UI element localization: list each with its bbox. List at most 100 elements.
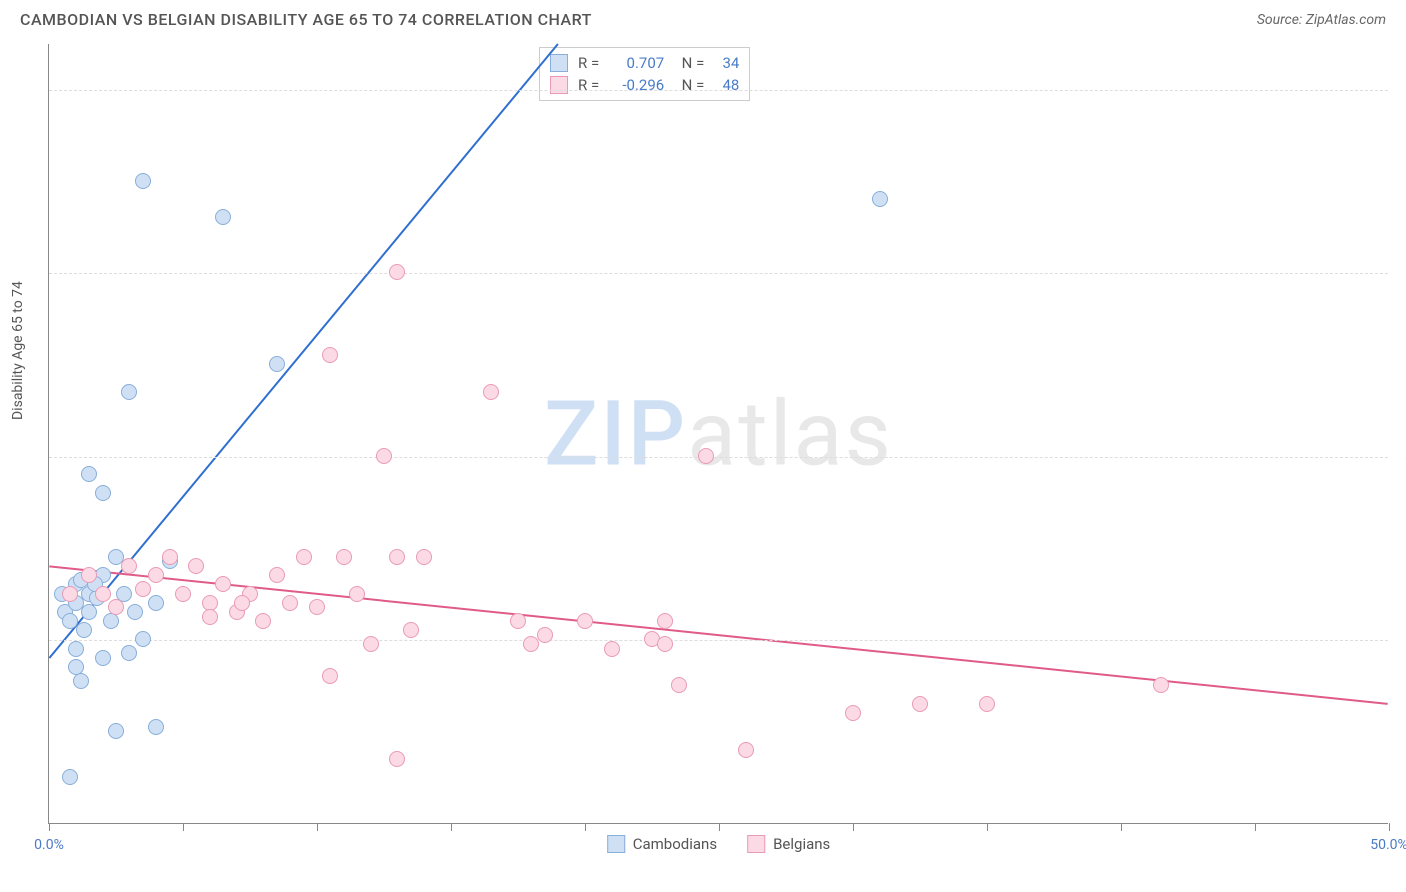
- data-point: [121, 558, 137, 574]
- data-point: [62, 586, 78, 602]
- data-point: [1153, 677, 1169, 693]
- stat-swatch: [550, 54, 568, 72]
- x-tick-label: 0.0%: [34, 837, 64, 853]
- data-point: [738, 742, 754, 758]
- x-tick: [49, 823, 50, 831]
- data-point: [234, 595, 250, 611]
- data-point: [68, 641, 84, 657]
- x-tick: [987, 823, 988, 831]
- legend-swatch: [607, 835, 625, 853]
- data-point: [148, 595, 164, 611]
- stat-r-label: R =: [578, 54, 599, 72]
- data-point: [95, 485, 111, 501]
- stat-row: R = 0.707 N = 34: [550, 52, 739, 74]
- data-point: [95, 586, 111, 602]
- y-tick-label: 80.0%: [1393, 82, 1406, 98]
- stat-n-label: N =: [674, 54, 704, 72]
- data-point: [322, 347, 338, 363]
- data-point: [127, 604, 143, 620]
- stat-n-label: N =: [674, 76, 704, 94]
- x-tick: [451, 823, 452, 831]
- data-point: [309, 599, 325, 615]
- data-point: [296, 549, 312, 565]
- stat-r-label: R =: [578, 76, 599, 94]
- data-point: [349, 586, 365, 602]
- data-point: [148, 567, 164, 583]
- data-point: [537, 627, 553, 643]
- data-point: [81, 604, 97, 620]
- legend-item: Belgians: [747, 835, 830, 853]
- data-point: [255, 613, 271, 629]
- data-point: [510, 613, 526, 629]
- data-point: [188, 558, 204, 574]
- y-tick-label: 60.0%: [1393, 265, 1406, 281]
- data-point: [76, 622, 92, 638]
- x-tick: [1121, 823, 1122, 831]
- data-point: [135, 631, 151, 647]
- data-point: [389, 751, 405, 767]
- data-point: [912, 696, 928, 712]
- legend-item: Cambodians: [607, 835, 717, 853]
- stat-n-value: 34: [714, 54, 739, 72]
- data-point: [416, 549, 432, 565]
- data-point: [108, 723, 124, 739]
- data-point: [62, 769, 78, 785]
- data-point: [135, 173, 151, 189]
- data-point: [403, 622, 419, 638]
- data-point: [389, 264, 405, 280]
- source-label: Source: ZipAtlas.com: [1257, 12, 1386, 28]
- data-point: [121, 384, 137, 400]
- data-point: [483, 384, 499, 400]
- x-tick-label: 50.0%: [1370, 837, 1406, 853]
- x-tick: [853, 823, 854, 831]
- data-point: [81, 567, 97, 583]
- data-point: [979, 696, 995, 712]
- data-point: [135, 581, 151, 597]
- data-point: [103, 613, 119, 629]
- data-point: [845, 705, 861, 721]
- data-point: [336, 549, 352, 565]
- data-point: [175, 586, 191, 602]
- watermark: ZIPatlas: [544, 381, 893, 486]
- x-tick: [183, 823, 184, 831]
- data-point: [698, 448, 714, 464]
- data-point: [657, 613, 673, 629]
- data-point: [389, 549, 405, 565]
- legend-swatch: [747, 835, 765, 853]
- chart-title: CAMBODIAN VS BELGIAN DISABILITY AGE 65 T…: [20, 10, 592, 29]
- trend-lines: [49, 44, 1388, 823]
- watermark-atlas: atlas: [687, 381, 893, 486]
- data-point: [269, 567, 285, 583]
- watermark-zip: ZIP: [544, 381, 687, 486]
- data-point: [215, 576, 231, 592]
- data-point: [269, 356, 285, 372]
- gridline: [49, 273, 1388, 274]
- legend: Cambodians Belgians: [607, 835, 831, 853]
- data-point: [121, 645, 137, 661]
- x-tick: [1255, 823, 1256, 831]
- legend-label: Belgians: [773, 835, 830, 853]
- data-point: [95, 650, 111, 666]
- x-tick: [317, 823, 318, 831]
- data-point: [657, 636, 673, 652]
- data-point: [148, 719, 164, 735]
- stat-swatch: [550, 76, 568, 94]
- data-point: [604, 641, 620, 657]
- stat-r-value: 0.707: [609, 54, 664, 72]
- data-point: [363, 636, 379, 652]
- data-point: [73, 673, 89, 689]
- data-point: [872, 191, 888, 207]
- x-tick: [719, 823, 720, 831]
- data-point: [282, 595, 298, 611]
- stat-n-value: 48: [714, 76, 739, 94]
- x-tick: [585, 823, 586, 831]
- data-point: [162, 549, 178, 565]
- y-axis-label: Disability Age 65 to 74: [10, 281, 26, 420]
- data-point: [322, 668, 338, 684]
- stat-r-value: -0.296: [609, 76, 664, 94]
- data-point: [671, 677, 687, 693]
- data-point: [376, 448, 392, 464]
- gridline: [49, 457, 1388, 458]
- y-tick-label: 20.0%: [1393, 632, 1406, 648]
- stat-row: R = -0.296 N = 48: [550, 74, 739, 96]
